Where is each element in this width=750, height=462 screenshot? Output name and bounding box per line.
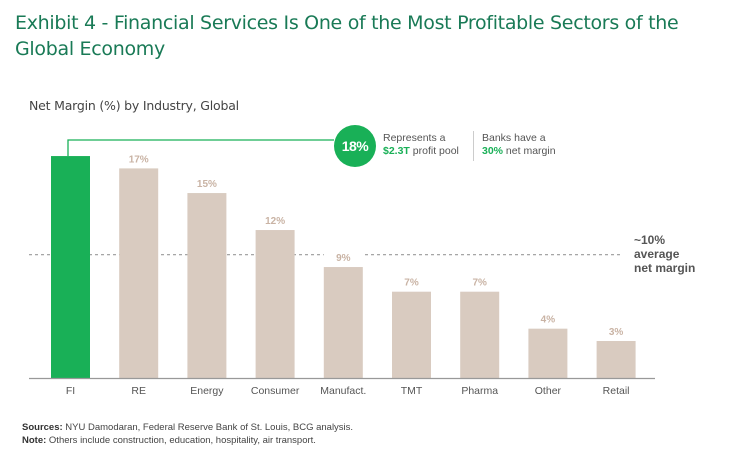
sources-text: NYU Damodaran, Federal Reserve Bank of S… — [62, 422, 354, 433]
callout-divider — [473, 131, 474, 161]
data-label: 3% — [609, 327, 624, 338]
data-label: 7% — [404, 278, 419, 289]
callout-connector — [67, 139, 334, 157]
label-background — [528, 312, 568, 326]
bank-margin-value: 30% — [482, 145, 504, 157]
bank-margin-line1: Banks have a — [482, 132, 546, 144]
bar-pharma — [460, 291, 500, 378]
bar-other — [528, 328, 568, 378]
profit-pool-rest: profit pool — [409, 145, 459, 157]
category-label: Pharma — [461, 385, 498, 397]
bar-tmt — [392, 291, 431, 378]
category-label: RE — [131, 385, 146, 397]
sources-line: Sources: NYU Damodaran, Federal Reserve … — [22, 421, 353, 434]
average-line3: net margin — [634, 261, 696, 275]
note-line: Note: Others include construction, educa… — [22, 434, 353, 447]
category-label: TMT — [401, 385, 423, 397]
note-text: Others include construction, education, … — [46, 435, 316, 446]
bank-margin-note: Banks have a 30% net margin — [482, 132, 556, 158]
data-label: 12% — [265, 216, 285, 227]
data-label: 9% — [336, 253, 351, 264]
category-label: Retail — [603, 385, 630, 397]
label-background — [119, 152, 159, 166]
bar-consumer — [255, 230, 295, 378]
data-label: 17% — [129, 154, 149, 165]
bar-re — [119, 168, 159, 378]
category-label: FI — [66, 385, 75, 397]
footer-notes: Sources: NYU Damodaran, Federal Reserve … — [22, 421, 353, 447]
profit-pool-amount: $2.3T — [383, 145, 410, 157]
category-label: Energy — [190, 385, 224, 397]
chart-title: Exhibit 4 - Financial Services Is One of… — [15, 12, 679, 60]
average-line2: average — [634, 247, 680, 261]
note-label: Note: — [22, 435, 47, 446]
label-background — [460, 275, 500, 289]
sources-label: Sources: — [22, 422, 63, 433]
label-background — [596, 325, 636, 339]
label-background — [392, 275, 431, 289]
bar-energy — [187, 193, 227, 378]
label-background — [323, 251, 363, 265]
label-background — [187, 177, 227, 191]
profit-pool-note: Represents a $2.3T profit pool — [383, 132, 459, 158]
fi-value-badge: 18% — [334, 125, 376, 167]
bank-margin-rest: net margin — [503, 145, 556, 157]
average-annotation: ~10% average net margin — [634, 233, 695, 275]
data-label: 7% — [472, 278, 487, 289]
average-value: ~10% — [634, 233, 666, 247]
data-label: 15% — [197, 179, 217, 190]
chart-subtitle: Net Margin (%) by Industry, Global — [29, 98, 239, 113]
label-background — [255, 214, 295, 228]
category-label: Manufact. — [320, 385, 366, 397]
category-label: Consumer — [251, 385, 300, 397]
profit-pool-line1: Represents a — [383, 132, 446, 144]
category-label: Other — [535, 385, 562, 397]
bar-manufact — [323, 267, 363, 378]
bar-fi — [51, 156, 90, 378]
bar-retail — [596, 341, 636, 378]
data-label: 4% — [541, 315, 556, 326]
